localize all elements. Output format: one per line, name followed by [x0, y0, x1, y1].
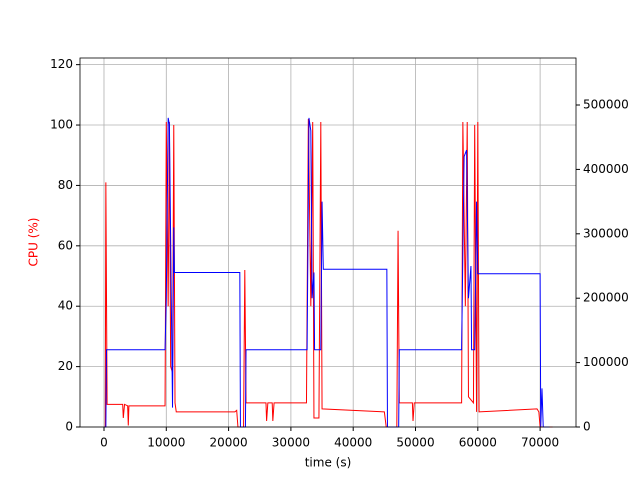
y-tick-label: 20: [58, 359, 73, 373]
y2-tick-label: 500000: [583, 98, 629, 112]
plot-frame: [79, 57, 577, 428]
y2-tick-label: 200000: [583, 291, 629, 305]
y-tick-label: 40: [58, 299, 73, 313]
y-tick-label: 80: [58, 178, 73, 192]
x-tick-label: 40000: [334, 436, 372, 450]
x-tick-label: 70000: [521, 436, 559, 450]
x-tick-label: 60000: [459, 436, 497, 450]
y-tick-label: 60: [58, 238, 73, 252]
y2-tick-label: 400000: [583, 162, 629, 176]
x-tick-label: 0: [100, 436, 108, 450]
x-tick-label: 50000: [396, 436, 434, 450]
y-tick-label: 120: [50, 57, 73, 71]
y-tick-label: 0: [65, 420, 73, 434]
y2-tick-label: 0: [583, 420, 591, 434]
x-tick-label: 20000: [210, 436, 248, 450]
y2-tick-label: 100000: [583, 355, 629, 369]
y-axis-label: CPU (%): [27, 218, 41, 267]
x-axis-label: time (s): [305, 456, 352, 470]
y2-tick-label: 300000: [583, 226, 629, 240]
data-line: [103, 117, 550, 428]
x-tick-label: 10000: [147, 436, 185, 450]
data-line: [104, 118, 553, 428]
x-tick-label: 30000: [272, 436, 310, 450]
y-tick-label: 100: [50, 118, 73, 132]
